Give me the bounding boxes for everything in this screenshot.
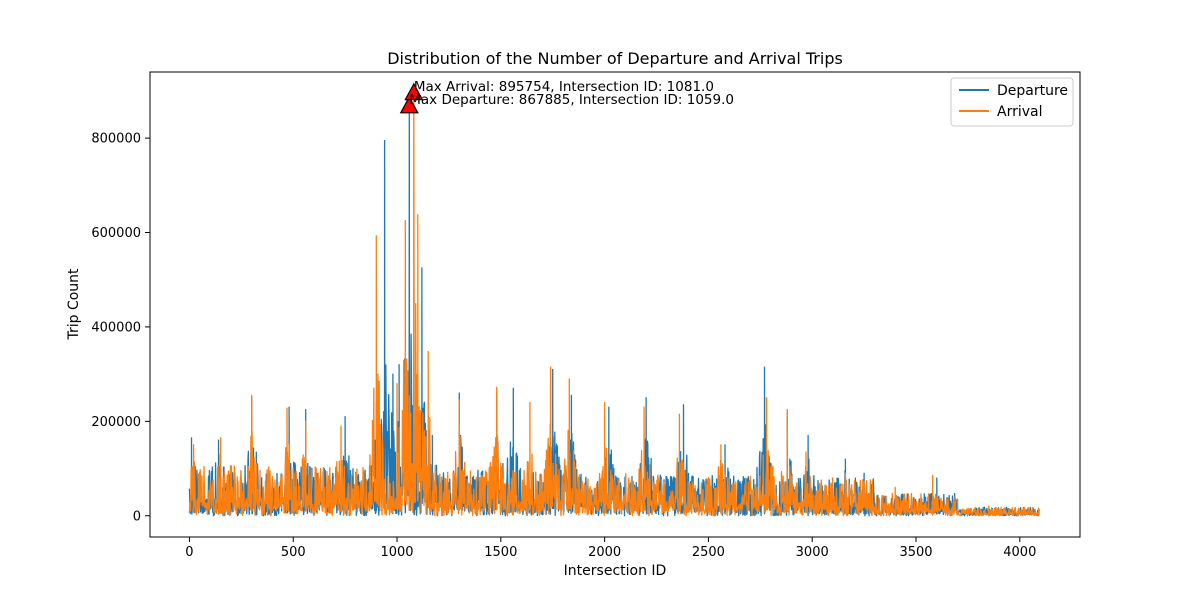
annotation-layer: Max Arrival: 895754, Intersection ID: 10…	[409, 79, 734, 108]
x-tick-label: 3500	[899, 545, 932, 560]
x-tick-label: 2500	[692, 545, 725, 560]
x-tick-label: 1500	[484, 545, 517, 560]
chart-title: Distribution of the Number of Departure …	[387, 49, 843, 68]
marker-max-departure	[399, 95, 419, 114]
annotation-label: Max Arrival: 895754, Intersection ID: 10…	[414, 79, 714, 95]
y-tick-label: 0	[133, 509, 141, 524]
series-layer	[188, 92, 1040, 517]
y-tick-label: 400000	[91, 320, 141, 335]
marker-max-arrival	[404, 82, 424, 101]
legend-label-arrival: Arrival	[997, 104, 1043, 120]
plot-frame	[149, 71, 1081, 538]
x-tick-label: 4000	[1003, 545, 1036, 560]
legend: Departure Arrival	[950, 77, 1074, 127]
series-line-arrival	[188, 92, 1040, 517]
y-tick-label: 800000	[91, 132, 141, 147]
y-axis-label: Trip Count	[66, 268, 82, 341]
y-tick-label: 600000	[91, 226, 141, 241]
marker-layer	[399, 82, 424, 114]
y-axis: 0 200000 400000 600000 800000	[91, 132, 150, 524]
x-tick-label: 500	[281, 545, 306, 560]
x-tick-label: 1000	[380, 545, 413, 560]
x-axis: 0 500 1000 1500 2000 2500 3000 3500 4000	[185, 537, 1036, 560]
annotation-label: Max Departure: 867885, Intersection ID: …	[409, 92, 734, 108]
x-tick-label: 3000	[796, 545, 829, 560]
x-tick-label: 0	[185, 545, 193, 560]
legend-label-departure: Departure	[997, 83, 1068, 99]
x-axis-label: Intersection ID	[564, 563, 667, 579]
y-tick-label: 200000	[91, 415, 141, 430]
x-tick-label: 2000	[588, 545, 621, 560]
